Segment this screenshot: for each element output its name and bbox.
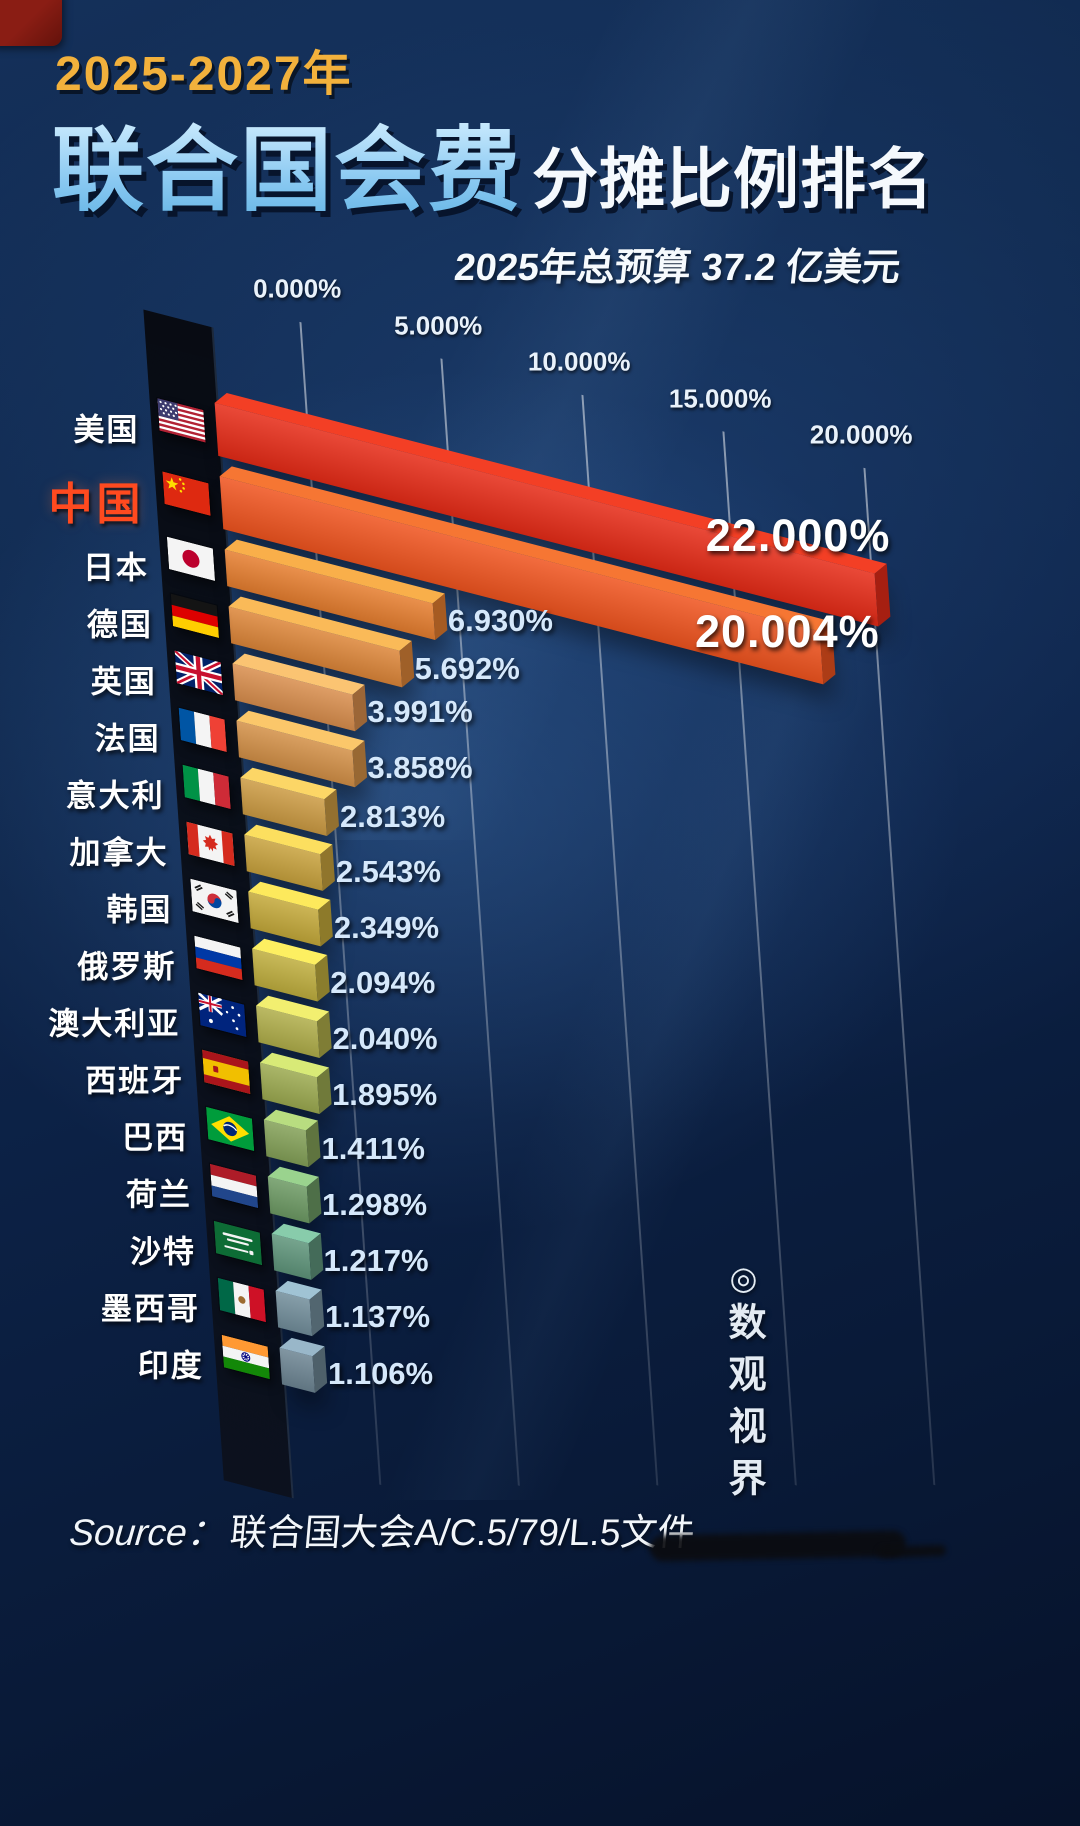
ca-flag-icon: [185, 820, 236, 868]
bar-side-face: [312, 1346, 328, 1393]
value-label: 2.349%: [333, 909, 440, 945]
bar-side-face: [324, 789, 340, 837]
bar-kr: [248, 881, 334, 947]
bar-au: [256, 995, 332, 1059]
category-label: 韩国: [106, 892, 173, 928]
redaction-smudge: [877, 1544, 947, 1559]
mx-flag-icon: [216, 1276, 268, 1324]
value-label: 1.895%: [332, 1077, 438, 1113]
de-flag-icon: [169, 592, 221, 640]
period-label: 2025-2027年: [55, 48, 353, 101]
category-label: 加拿大: [69, 835, 169, 871]
bar-side-face: [306, 1120, 321, 1168]
bar-side-face: [314, 954, 330, 1002]
bar-es: [259, 1052, 332, 1114]
value-label: 1.106%: [327, 1356, 434, 1392]
bar-side-face: [352, 684, 367, 732]
source-note: Source：联合国大会A/C.5/79/L.5文件: [68, 1502, 698, 1556]
bar-ru: [252, 938, 330, 1002]
cn-flag-icon: [161, 470, 212, 518]
value-label: 2.543%: [335, 854, 441, 890]
watermark: ◎ 数观视界: [716, 1262, 771, 1510]
budget-subtitle: 2025年总预算 37.2 亿美元: [452, 247, 903, 289]
in-flag-icon: [220, 1333, 271, 1381]
es-flag-icon: [201, 1048, 252, 1096]
bar-side-face: [318, 899, 334, 947]
bar-side-face: [320, 844, 336, 891]
bar-side-face: [317, 1011, 332, 1059]
category-label: 俄罗斯: [77, 949, 177, 985]
category-label: 沙特: [129, 1234, 196, 1270]
source-text: 联合国大会A/C.5/79/L.5文件: [228, 1512, 697, 1553]
gb-flag-icon: [173, 649, 224, 697]
bar-ca: [244, 824, 336, 891]
value-label: 1.217%: [323, 1243, 429, 1279]
category-label: 中国: [48, 479, 145, 529]
sa-flag-icon: [212, 1219, 264, 1267]
value-label: 2.813%: [340, 799, 446, 835]
category-label: 德国: [86, 607, 153, 643]
kr-flag-icon: [189, 877, 240, 925]
value-label: 3.858%: [367, 750, 473, 786]
value-label: 1.137%: [324, 1299, 431, 1335]
category-label: 印度: [137, 1348, 204, 1384]
us-flag-icon: [156, 396, 207, 444]
category-label: 荷兰: [126, 1177, 193, 1213]
category-label: 英国: [90, 664, 157, 700]
watermark-text: 数观视界: [722, 1302, 764, 1510]
title-highlight: 联合国会费: [52, 96, 522, 229]
category-label: 巴西: [122, 1120, 189, 1156]
title-rest: 分摊比例排名: [532, 142, 935, 216]
source-label: Source：: [67, 1512, 226, 1553]
bar-side-face: [399, 640, 414, 688]
bar-side-face: [874, 563, 891, 627]
category-label: 澳大利亚: [48, 1006, 181, 1042]
it-flag-icon: [181, 763, 232, 811]
bar-side-face: [306, 1176, 322, 1224]
value-label: 3.991%: [367, 694, 473, 730]
value-label: 1.298%: [321, 1186, 428, 1222]
value-label: 5.692%: [414, 650, 520, 686]
bar-side-face: [309, 1289, 325, 1337]
category-label: 日本: [82, 550, 149, 586]
category-label: 意大利: [65, 778, 165, 814]
bar-side-face: [308, 1233, 323, 1280]
bar-side-face: [432, 593, 448, 640]
category-label: 西班牙: [85, 1063, 185, 1099]
value-label: 1.411%: [321, 1130, 425, 1166]
category-label: 墨西哥: [100, 1291, 200, 1327]
bar-side-face: [316, 1067, 332, 1114]
category-label: 法国: [94, 721, 161, 757]
axis-tick-label: 10.000%: [527, 346, 631, 377]
bar-side-face: [352, 740, 367, 788]
jp-flag-icon: [165, 535, 217, 583]
br-flag-icon: [204, 1105, 256, 1153]
fr-flag-icon: [177, 706, 228, 754]
axis-tick-label: 0.000%: [253, 273, 342, 304]
au-flag-icon: [197, 991, 248, 1039]
axis-tick-label: 5.000%: [394, 310, 483, 341]
axis-tick-label: 20.000%: [809, 419, 913, 450]
category-label: 美国: [73, 412, 140, 448]
bar-side-face: [819, 621, 836, 685]
ru-flag-icon: [193, 934, 244, 982]
redaction-smudge: [649, 1530, 907, 1562]
corner-logo: [0, 0, 62, 46]
page-title: 联合国会费 分摊比例排名: [52, 96, 934, 229]
watermark-logo-icon: ◎: [729, 1260, 758, 1296]
nl-flag-icon: [208, 1162, 260, 1210]
axis-tick-label: 15.000%: [668, 383, 772, 414]
